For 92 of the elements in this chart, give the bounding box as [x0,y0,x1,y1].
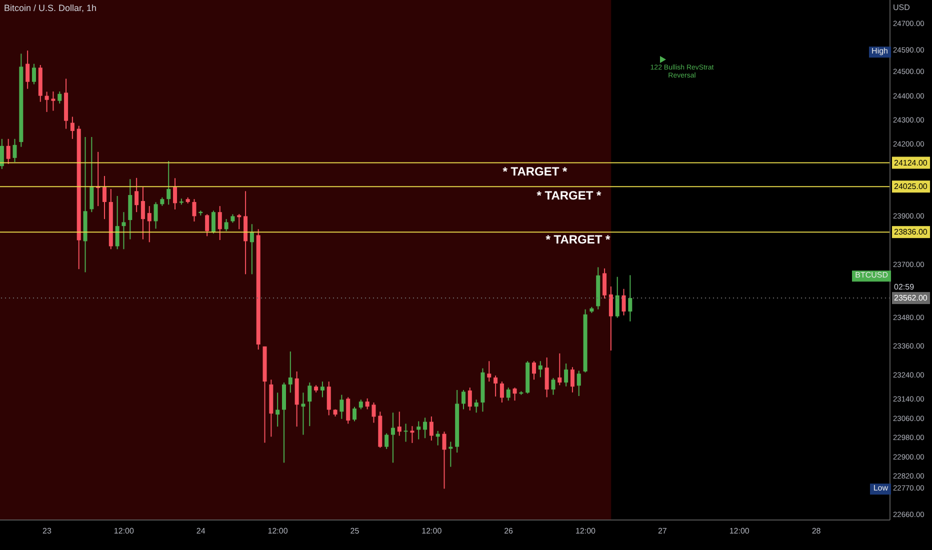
x-tick-label: 25 [350,526,360,536]
x-tick-label: 12:00 [114,526,134,536]
candlestick [423,417,428,439]
candlestick [615,276,620,318]
text: 02:59 [894,282,914,292]
annotation: * TARGET * [546,232,610,247]
annotation: * TARGET * [536,188,602,203]
chart-title: Bitcoin / U.S. Dollar, 1h [4,3,97,13]
x-tick-label: 27 [658,526,668,536]
candlestick [192,198,196,222]
candlestick [102,175,106,220]
candlestick [211,210,216,234]
candlestick [346,396,350,424]
candlestick [250,224,254,275]
candlestick [276,392,280,428]
candlestick [6,138,10,164]
x-tick-label: 12:00 [268,526,288,536]
candlestick [544,357,549,398]
y-axis-title: USD [893,3,910,12]
candlestick [90,136,94,213]
candlestick [576,370,581,397]
candlestick [224,218,228,232]
candlestick [166,160,171,206]
candlestick [44,91,49,112]
x-tick-label: 24 [196,526,206,536]
annotation: High [868,46,891,58]
candlestick [288,350,292,394]
candlestick [551,377,556,396]
candlestick [558,352,562,386]
candlestick [122,212,126,250]
candlestick [442,431,446,490]
candlestick [461,390,466,410]
candlestick [628,274,632,322]
candlestick [326,381,331,416]
candlestick [358,399,363,410]
candlestick [416,420,421,440]
candlestick [115,195,120,250]
candlestick [154,202,158,230]
x-tick-label: 28 [812,526,822,536]
candlestick [140,186,145,240]
candlestick [404,423,408,442]
candlestick [340,394,344,420]
candlestick [429,416,434,442]
x-tick-label: 23 [42,526,52,536]
candlestick [237,214,242,230]
candlestick [308,382,312,427]
candlestick [487,360,492,382]
candlestick [602,268,607,300]
candlestick [397,411,402,436]
candlestick [494,375,498,397]
candlestick [12,138,17,163]
candlestick [218,206,222,241]
x-tick-label: 12:00 [575,526,596,536]
annotation: * TARGET * [502,164,568,179]
annotation: Low [870,484,891,494]
candlestick [500,381,504,404]
candlestick [301,392,306,436]
candlestick [608,286,613,352]
candlestick [506,387,510,402]
candlestick [365,398,370,410]
candlestick [538,360,542,378]
candlestick [134,177,139,213]
annotation: BTCUSD [852,270,891,282]
candlestick [58,90,62,104]
candlestick [26,50,30,90]
ref-line-label: 23836.00 [894,228,928,237]
x-tick-label: 26 [504,526,514,536]
candlestick [51,90,56,112]
ref-line-label: 24124.00 [894,158,928,168]
candlestick [570,366,574,393]
candlestick [468,387,472,411]
x-tick-label: 12:00 [422,526,442,536]
candlestick [32,63,36,85]
candlestick [205,214,210,237]
candlestick [532,360,536,380]
candlestick [390,412,395,464]
candlestick [410,426,414,444]
x-tick-label: 12:00 [729,526,750,536]
candlestick [352,406,357,422]
candlestick [147,206,152,243]
candlestick [564,363,568,387]
candlestick [474,399,478,414]
candlestick [320,381,324,398]
ref-line-label: 24025.00 [894,182,928,192]
candlestick [372,402,376,424]
candlestick [173,178,178,210]
candlestick [622,288,626,316]
candlestick [70,116,74,140]
ref-line-label: 23562.00 [894,294,928,303]
candlestick [384,432,389,450]
candlestick [0,138,4,170]
candlestick [512,387,517,402]
